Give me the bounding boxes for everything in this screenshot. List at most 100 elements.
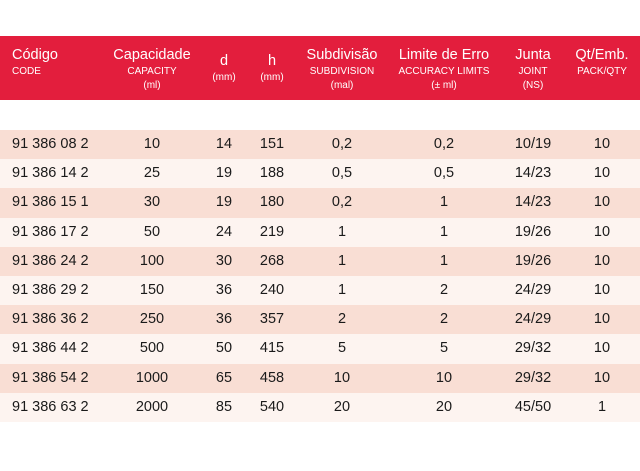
cell-capacity: 25 [143,165,161,182]
header-joint: Junta JOINT (NS) [503,36,563,100]
cell-h: 415 [259,340,285,357]
cell-subdivision: 20 [333,398,351,415]
cell-pack: 10 [593,136,611,152]
cell-capacity: 100 [139,252,165,269]
cell-accuracy: 10 [435,369,453,386]
cell-accuracy: 1 [439,223,449,240]
cell-code: 91 386 14 2 [12,165,89,182]
cell-pack: 1 [597,398,607,415]
cell-joint: 24/29 [514,311,552,328]
cell-joint: 29/32 [514,369,552,386]
cell-code: 91 386 15 1 [12,194,89,211]
header-capacity-sublabel: CAPACITY [127,66,177,77]
cell-capacity: 1000 [135,369,169,386]
cell-subdivision: 0,2 [331,194,353,211]
header-joint-label: Junta [515,47,551,63]
cell-joint: 10/19 [514,136,552,152]
cell-subdivision: 1 [337,281,347,298]
cell-d: 50 [215,340,233,357]
cell-d: 36 [215,311,233,328]
cell-d: 19 [215,194,233,211]
cell-h: 151 [259,136,285,152]
header-code-sublabel: CODE [12,66,41,77]
cell-h: 219 [259,223,285,240]
header-subdivision-label: Subdivisão [306,47,378,63]
header-pack-sublabel: PACK/QTY [577,66,627,77]
cell-capacity: 150 [139,281,165,298]
cell-subdivision: 10 [333,369,351,386]
table-row: 91 386 36 2 250 36 357 2 2 24/29 10 [0,305,640,335]
cell-code: 91 386 24 2 [12,252,89,269]
header-h-label: h [267,53,277,69]
header-pack: Qt/Emb. PACK/QTY [568,36,636,100]
header-d-unit: (mm) [212,72,236,83]
cell-code: 91 386 44 2 [12,340,89,357]
cell-capacity: 500 [139,340,165,357]
table-header: Código CODE Capacidade CAPACITY (ml) d (… [0,36,640,100]
cell-d: 19 [215,165,233,182]
cell-pack: 10 [593,194,611,211]
cell-subdivision: 1 [337,252,347,269]
cell-accuracy: 1 [439,252,449,269]
header-subdivision: Subdivisão SUBDIVISION (mal) [296,36,388,100]
header-capacity: Capacidade CAPACITY (ml) [104,36,200,100]
cell-pack: 10 [593,281,611,298]
header-code-label: Código [12,47,58,63]
cell-pack: 10 [593,165,611,182]
cell-d: 14 [215,136,233,152]
cell-capacity: 2000 [135,398,169,415]
table-row: 91 386 08 2 10 14 151 0,2 0,2 10/19 10 [0,130,640,160]
header-accuracy-sublabel: ACCURACY LIMITS [398,66,490,77]
header-d: d (mm) [204,36,244,100]
cell-accuracy: 2 [439,281,449,298]
cell-d: 30 [215,252,233,269]
cell-joint: 45/50 [514,398,552,415]
cell-subdivision: 2 [337,311,347,328]
cell-d: 24 [215,223,233,240]
header-joint-unit: (NS) [522,80,544,91]
cell-h: 540 [259,398,285,415]
cell-joint: 14/23 [514,165,552,182]
header-subdivision-sublabel: SUBDIVISION [309,66,375,77]
header-subdivision-unit: (mal) [330,80,354,91]
table-row: 91 386 54 2 1000 65 458 10 10 29/32 10 [0,363,640,393]
cell-pack: 10 [593,340,611,357]
table-row: 91 386 44 2 500 50 415 5 5 29/32 10 [0,334,640,364]
table-body: 91 386 08 2 10 14 151 0,2 0,2 10/19 10 91 386 14… [0,130,640,422]
cell-capacity: 50 [143,223,161,240]
header-accuracy-label: Limite de Erro [398,47,490,63]
header-accuracy-unit: (± ml) [431,80,457,91]
cell-joint: 29/32 [514,340,552,357]
cell-pack: 10 [593,223,611,240]
header-h-unit: (mm) [260,72,284,83]
cell-d: 85 [215,398,233,415]
header-capacity-label: Capacidade [113,47,191,63]
cell-h: 357 [259,311,285,328]
cell-accuracy: 5 [439,340,449,357]
table-row: 91 386 14 2 25 19 188 0,5 0,5 14/23 10 [0,159,640,189]
cell-joint: 14/23 [514,194,552,211]
cell-code: 91 386 29 2 [12,281,89,298]
cell-code: 91 386 17 2 [12,223,89,240]
cell-code: 91 386 08 2 [12,136,89,152]
cell-joint: 19/26 [514,223,552,240]
cell-h: 188 [259,165,285,182]
header-accuracy: Limite de Erro ACCURACY LIMITS (± ml) [388,36,500,100]
header-capacity-unit: (ml) [143,80,161,91]
cell-subdivision: 0,2 [331,136,353,152]
cell-joint: 24/29 [514,281,552,298]
header-joint-sublabel: JOINT [518,66,548,77]
table-row: 91 386 15 1 30 19 180 0,2 1 14/23 10 [0,188,640,218]
header-h: h (mm) [251,36,293,100]
table-row: 91 386 29 2 150 36 240 1 2 24/29 10 [0,275,640,306]
cell-pack: 10 [593,252,611,269]
cell-pack: 10 [593,369,611,386]
cell-joint: 19/26 [514,252,552,269]
cell-d: 65 [215,369,233,386]
cell-h: 268 [259,252,285,269]
header-code: Código CODE [12,36,102,100]
cell-capacity: 30 [143,194,161,211]
cell-d: 36 [215,281,233,298]
table-row: 91 386 24 2 100 30 268 1 1 19/26 10 [0,246,640,276]
